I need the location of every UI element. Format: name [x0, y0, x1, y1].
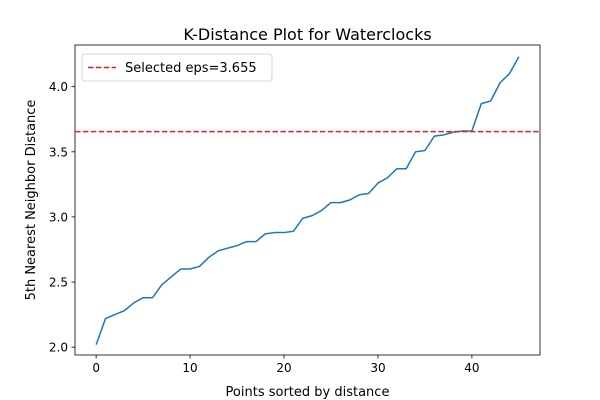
x-tick-label: 20: [276, 361, 291, 375]
x-tick-label: 40: [464, 361, 479, 375]
axes-frame: [74, 44, 541, 356]
y-tick-label: 2.0: [49, 341, 68, 355]
plot-area: 0 10 20 30 40 2.0 2.5 3.0 3.5 4.0 Selected eps=3.6…: [49, 44, 541, 375]
legend-label: Selected eps=3.655: [125, 61, 257, 76]
y-axis-title: 5th Nearest Neighbor Distance: [24, 100, 39, 301]
legend-box: [81, 53, 273, 82]
y-tick-label: 4.0: [49, 80, 68, 94]
x-axis-title: Points sorted by distance: [226, 385, 390, 400]
series-line-0: [95, 56, 520, 345]
x-tick-label: 30: [370, 361, 385, 375]
x-tick-label: 10: [182, 361, 197, 375]
y-tick-label: 3.0: [49, 210, 68, 224]
y-tick-label: 3.5: [49, 145, 68, 159]
x-tick-label: 0: [92, 361, 100, 375]
y-tick-label: 2.5: [49, 276, 68, 290]
chart-title: K-Distance Plot for Waterclocks: [183, 25, 431, 44]
